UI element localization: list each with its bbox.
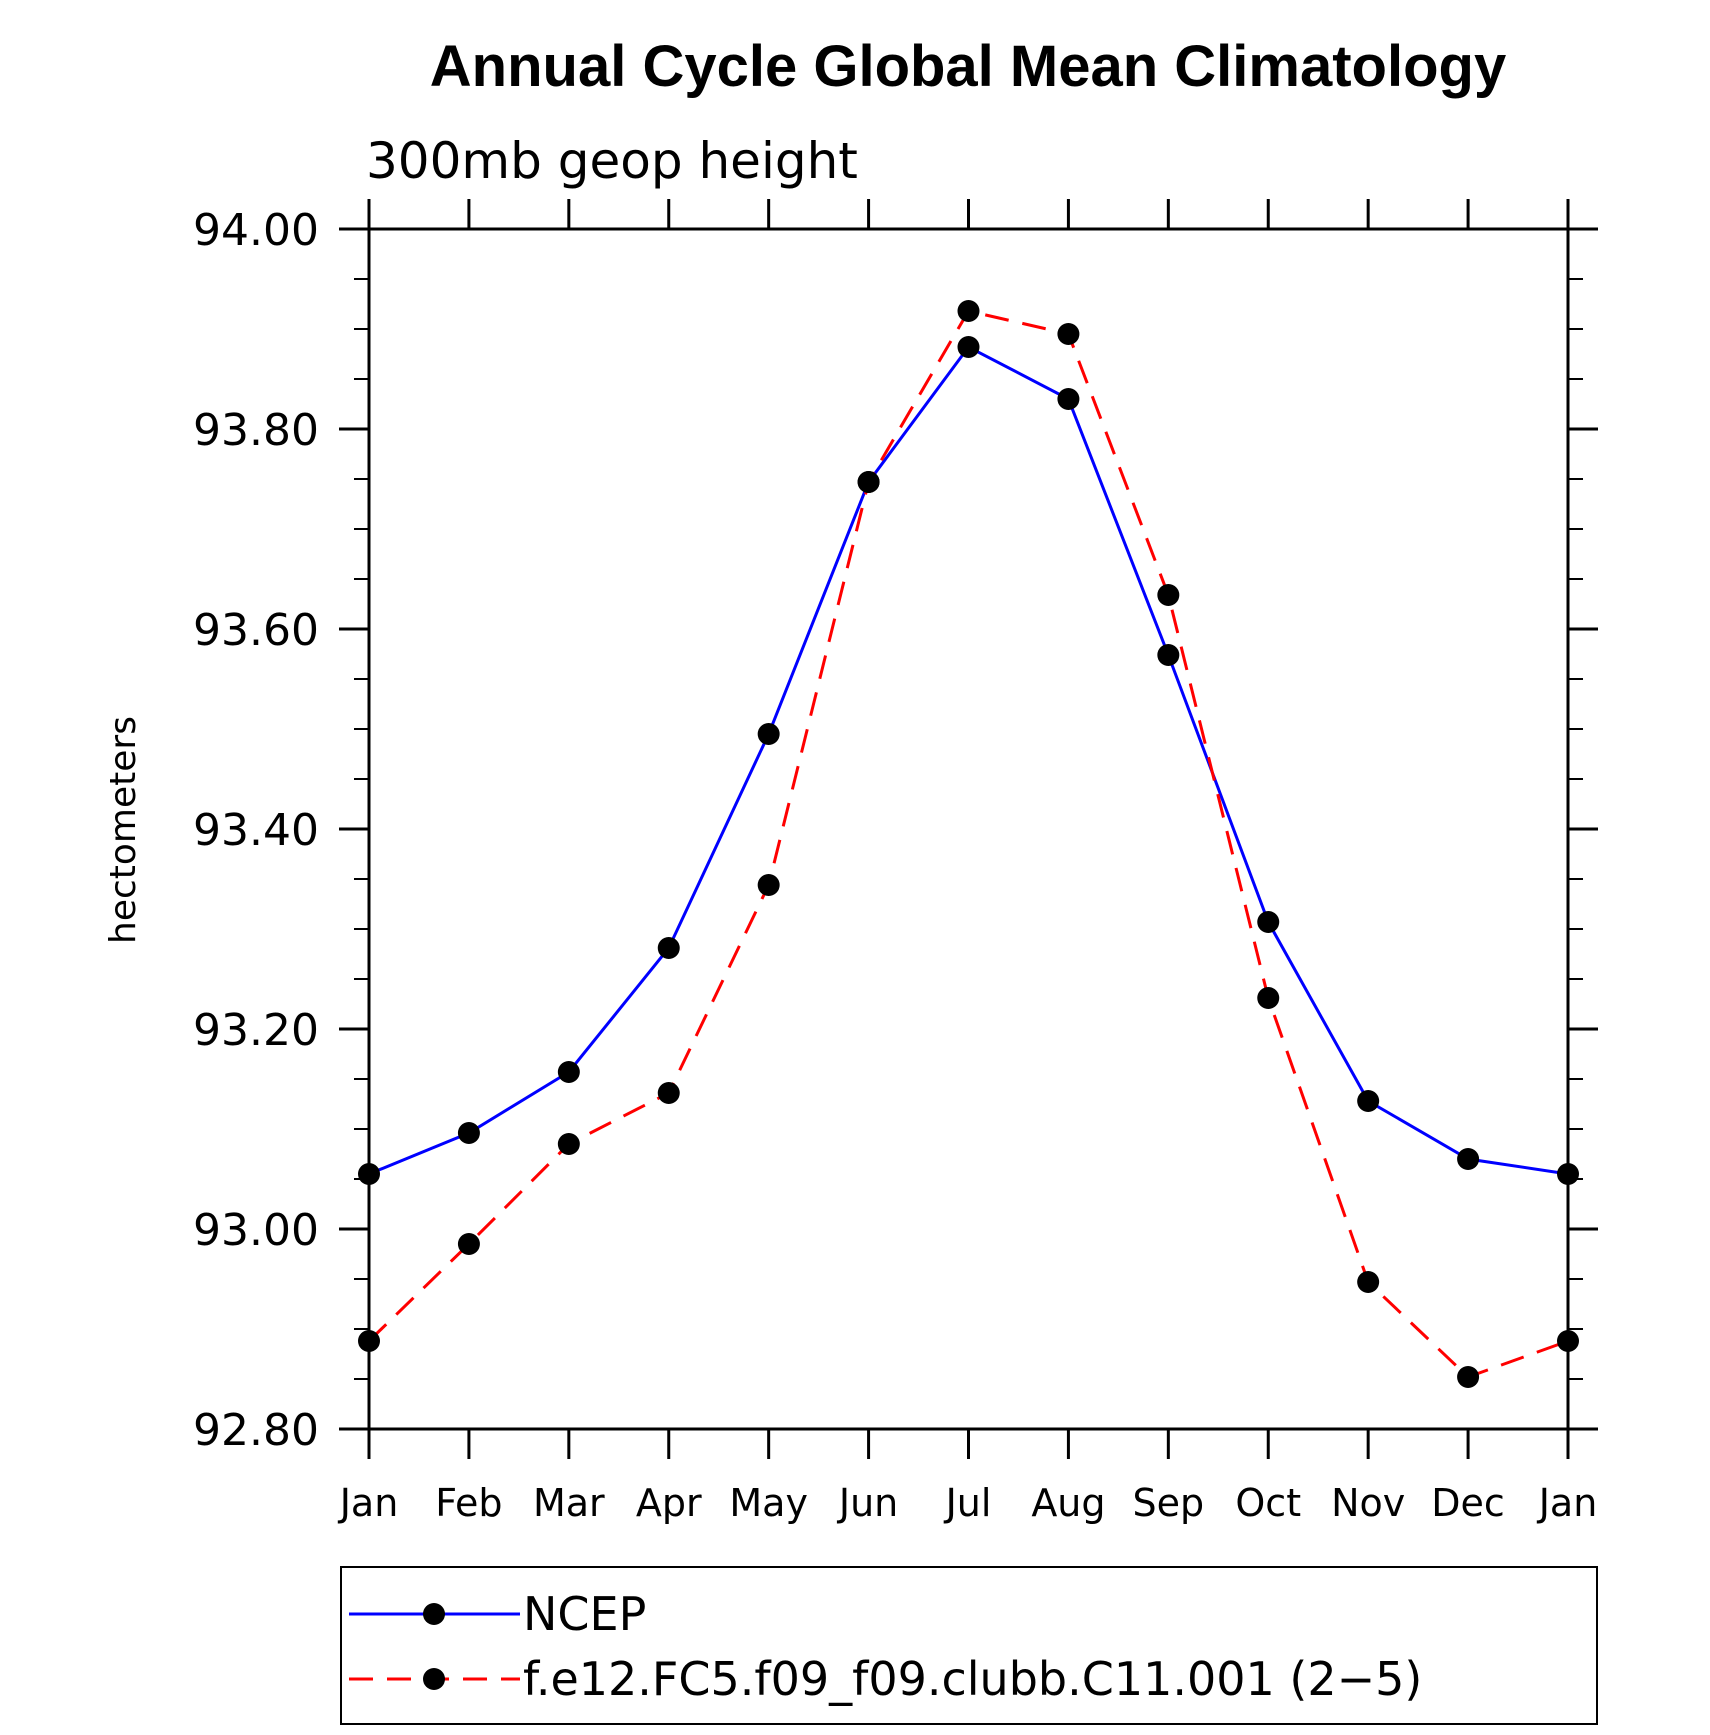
- data-point-series-2: [657, 1082, 680, 1104]
- data-point-series-1: [657, 937, 680, 959]
- series-lines: [367, 309, 1569, 1379]
- y-tick-label: 94.00: [193, 205, 319, 256]
- legend-marker-2: [423, 1668, 445, 1690]
- data-point-series-1: [457, 1122, 480, 1144]
- x-tick-label: Nov: [1331, 1481, 1405, 1525]
- data-point-series-1: [1357, 1090, 1380, 1112]
- data-point-series-1: [1157, 644, 1180, 666]
- x-tick-label: Jun: [837, 1481, 898, 1525]
- data-point-series-2: [1157, 584, 1180, 606]
- legend: NCEP f.e12.FC5.f09_f09.clubb.C11.001 (2−5…: [349, 1587, 1422, 1706]
- x-tick-label: Jan: [1537, 1481, 1598, 1525]
- series-markers: [358, 300, 1579, 1388]
- x-tick-labels: Jan Feb Mar Apr May Jun Jul Aug Sep Oct Nov Dec Jan: [338, 1481, 1598, 1525]
- data-point-series-2: [1057, 323, 1080, 345]
- chart-title: Annual Cycle Global Mean Climatology: [430, 34, 1506, 99]
- series-line-2: [367, 309, 1569, 1379]
- x-tick-label: Jul: [944, 1481, 992, 1525]
- data-point-series-2: [1357, 1271, 1380, 1293]
- data-point-series-1: [1557, 1163, 1579, 1185]
- data-point-series-2: [457, 1233, 480, 1255]
- data-point-series-2: [757, 874, 780, 896]
- data-point-series-1: [557, 1061, 580, 1083]
- data-point-series-1: [957, 336, 980, 358]
- data-point-series-1: [757, 723, 780, 745]
- data-point-series-2: [557, 1133, 580, 1155]
- legend-label-1: NCEP: [523, 1587, 646, 1641]
- axis-ticks: [339, 199, 1598, 1459]
- x-tick-label: Dec: [1431, 1481, 1505, 1525]
- y-tick-label: 93.80: [193, 405, 319, 456]
- chart-subtitle: 300mb geop height: [366, 132, 858, 190]
- legend-box: [340, 1566, 1598, 1725]
- x-tick-label: Oct: [1235, 1481, 1301, 1525]
- legend-marker-1: [423, 1603, 445, 1625]
- x-tick-label: Apr: [636, 1481, 702, 1525]
- data-point-series-1: [1457, 1148, 1480, 1170]
- x-tick-label: Sep: [1133, 1481, 1205, 1525]
- series-line-1: [368, 345, 1569, 1176]
- data-point-series-2: [1557, 1330, 1579, 1352]
- data-point-series-1: [358, 1163, 380, 1185]
- legend-label-2: f.e12.FC5.f09_f09.clubb.C11.001 (2−5): [523, 1652, 1422, 1706]
- y-tick-label: 93.20: [193, 1005, 319, 1056]
- data-point-series-2: [358, 1330, 380, 1352]
- data-point-series-2: [957, 300, 980, 322]
- x-tick-label: Feb: [435, 1481, 502, 1525]
- y-tick-label: 93.40: [193, 805, 319, 856]
- data-point-series-2: [1457, 1366, 1480, 1388]
- plot-frame: [367, 227, 1570, 1431]
- data-point-series-2: [1257, 987, 1280, 1009]
- y-tick-label: 92.80: [193, 1405, 319, 1456]
- x-tick-label: Jan: [338, 1481, 399, 1525]
- y-tick-label: 93.60: [193, 605, 319, 656]
- y-axis-label: hectometers: [103, 716, 144, 944]
- y-tick-labels: 92.80 93.00 93.20 93.40 93.60 93.80 94.00: [193, 205, 319, 1456]
- data-point-series-1: [1257, 911, 1280, 933]
- x-tick-label: Aug: [1031, 1481, 1105, 1525]
- x-tick-label: May: [729, 1481, 808, 1525]
- x-tick-label: Mar: [533, 1481, 605, 1525]
- data-point-series-2: [857, 471, 880, 493]
- data-point-series-1: [1057, 388, 1080, 410]
- y-tick-label: 93.00: [193, 1205, 319, 1256]
